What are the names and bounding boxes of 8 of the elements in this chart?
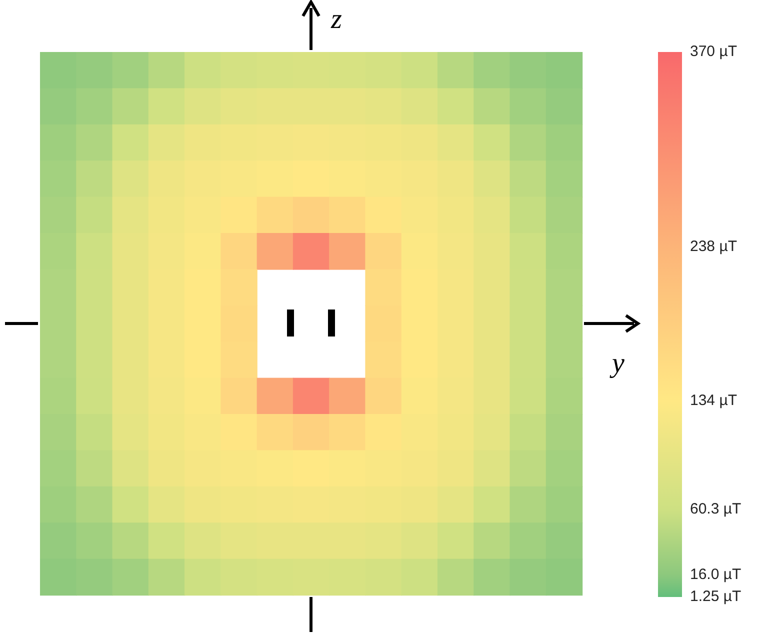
color-bar-label: 370 µT: [690, 42, 737, 60]
color-bar-label: 238 µT: [690, 238, 737, 256]
color-bar-label: 16.0 µT: [690, 566, 742, 584]
color-bar-label: 60.3 µT: [690, 500, 742, 518]
y-axis-title: z: [330, 4, 342, 35]
color-bar-label: 134 µT: [690, 392, 737, 409]
x-axis-title: y: [609, 348, 625, 379]
color-bar-label: 1.25 µT: [690, 588, 742, 605]
